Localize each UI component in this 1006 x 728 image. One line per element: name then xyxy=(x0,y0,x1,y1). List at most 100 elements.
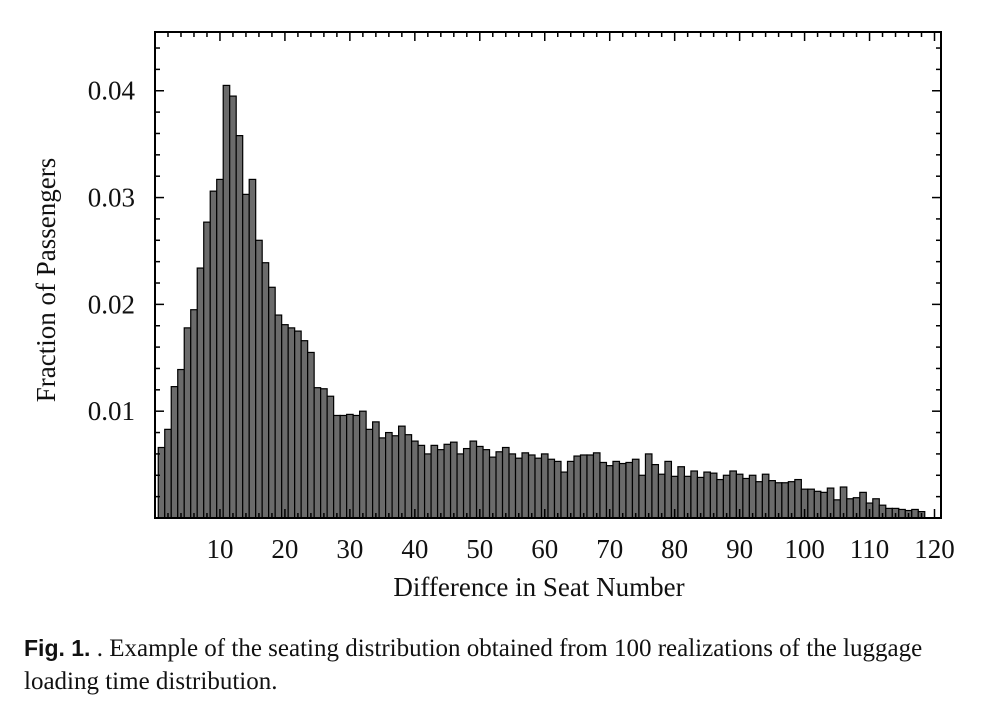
bar-19 xyxy=(274,314,283,519)
bar-57 xyxy=(521,452,530,519)
bar-86 xyxy=(709,472,718,519)
bar-47 xyxy=(456,453,465,519)
bar-27 xyxy=(326,395,335,519)
bar-61 xyxy=(547,458,556,519)
bar-55 xyxy=(508,453,517,519)
bar-36 xyxy=(385,431,393,519)
bar-2 xyxy=(164,428,172,519)
bar-85 xyxy=(703,471,712,519)
bar-51 xyxy=(482,449,491,519)
plot-frame xyxy=(154,31,942,519)
bar-20 xyxy=(281,324,289,519)
bar-1 xyxy=(157,446,166,519)
x-tick-label-120: 120 xyxy=(914,534,955,564)
bar-101 xyxy=(807,488,815,519)
bar-18 xyxy=(268,286,276,519)
bar-45 xyxy=(443,443,452,519)
bar-15 xyxy=(248,178,257,519)
bar-99 xyxy=(794,478,802,519)
bar-6 xyxy=(190,309,198,519)
bar-39 xyxy=(404,434,413,519)
bar-67 xyxy=(586,454,595,519)
bar-111 xyxy=(872,498,880,519)
bar-12 xyxy=(229,95,237,519)
bar-95 xyxy=(768,480,776,519)
bar-53 xyxy=(495,451,504,519)
x-tick-label-100: 100 xyxy=(784,534,825,564)
bar-46 xyxy=(449,441,458,519)
bar-64 xyxy=(566,460,575,519)
bar-22 xyxy=(294,330,302,519)
bar-92 xyxy=(748,474,757,519)
bar-34 xyxy=(372,421,380,519)
bar-41 xyxy=(417,444,426,519)
bar-4 xyxy=(177,368,185,519)
bar-98 xyxy=(787,481,796,519)
y-axis-label: Fraction of Passengers xyxy=(31,158,61,402)
bar-35 xyxy=(378,437,387,519)
bar-88 xyxy=(722,474,731,519)
bar-96 xyxy=(774,482,783,519)
bar-105 xyxy=(833,499,841,519)
bar-44 xyxy=(436,449,445,519)
x-tick-label-70: 70 xyxy=(596,534,623,564)
bar-26 xyxy=(320,388,328,519)
bar-78 xyxy=(657,473,666,519)
bar-16 xyxy=(255,239,263,519)
bar-25 xyxy=(313,387,322,519)
bar-81 xyxy=(677,466,686,519)
caption-text: . Example of the seating distribution ob… xyxy=(24,635,923,695)
bar-94 xyxy=(761,473,770,519)
bar-60 xyxy=(540,453,549,519)
y-tick-label-3: 0.04 xyxy=(88,76,136,106)
bar-11 xyxy=(222,84,231,519)
bar-87 xyxy=(716,478,724,519)
bar-82 xyxy=(683,475,692,519)
caption-prefix: Fig. 1. xyxy=(24,635,91,661)
y-tick-label-0: 0.01 xyxy=(88,396,135,426)
bar-77 xyxy=(651,463,660,519)
bar-7 xyxy=(196,267,205,519)
bar-23 xyxy=(300,340,309,519)
x-tick-label-60: 60 xyxy=(531,534,558,564)
bar-13 xyxy=(235,135,244,519)
bar-103 xyxy=(820,491,828,519)
bar-74 xyxy=(631,458,640,519)
bar-73 xyxy=(625,461,634,519)
bar-49 xyxy=(469,440,478,519)
bar-109 xyxy=(859,491,867,519)
bar-71 xyxy=(612,460,621,519)
bar-89 xyxy=(729,470,737,519)
bar-59 xyxy=(534,457,543,519)
bar-52 xyxy=(488,456,497,519)
bar-29 xyxy=(339,414,348,519)
bar-10 xyxy=(216,178,224,519)
bar-56 xyxy=(514,457,523,519)
bar-107 xyxy=(846,498,854,519)
bar-72 xyxy=(618,462,627,519)
bar-40 xyxy=(410,440,419,519)
bar-30 xyxy=(346,413,354,519)
figure-caption: Fig. 1. . Example of the seating distrib… xyxy=(24,632,974,698)
bar-63 xyxy=(560,471,569,519)
x-tick-label-30: 30 xyxy=(336,534,363,564)
x-tick-label-40: 40 xyxy=(401,534,428,564)
bar-69 xyxy=(599,461,608,519)
bar-91 xyxy=(742,477,750,519)
x-tick-label-90: 90 xyxy=(726,534,753,564)
bar-117 xyxy=(911,508,919,519)
bar-42 xyxy=(423,453,432,519)
bar-83 xyxy=(690,470,699,519)
bar-33 xyxy=(365,428,374,519)
bar-50 xyxy=(475,445,484,519)
bar-79 xyxy=(664,460,673,519)
bar-48 xyxy=(462,447,471,519)
bar-68 xyxy=(592,452,601,519)
x-axis-label: Difference in Seat Number xyxy=(393,572,684,602)
bar-75 xyxy=(638,474,647,519)
x-tick-label-50: 50 xyxy=(466,534,493,564)
ticks-group: 10 20 30 40 50 60 70 80 90 100 110 120 0.01 0.02 0.03 0… xyxy=(88,32,955,564)
bar-65 xyxy=(573,455,582,519)
bar-24 xyxy=(307,351,315,519)
bar-28 xyxy=(333,414,341,519)
